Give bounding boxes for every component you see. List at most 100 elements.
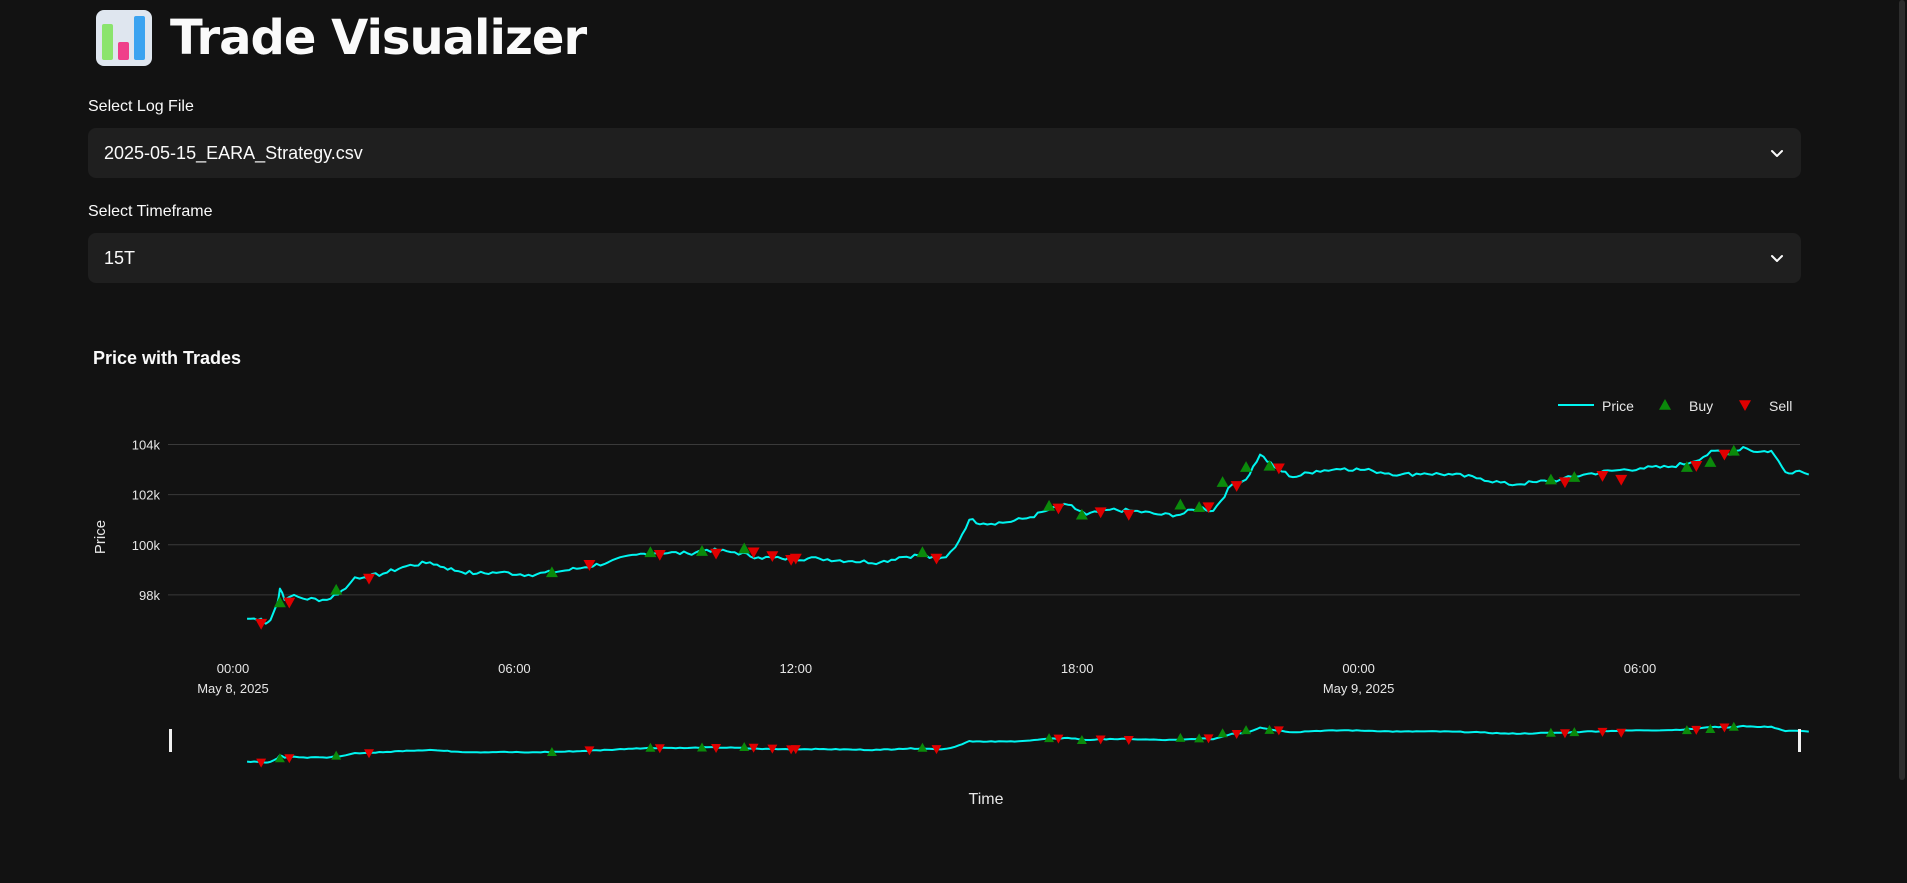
range-buy-marker [1264,724,1275,734]
buy-marker [644,546,657,558]
range-buy-marker [1705,724,1716,734]
range-buy-marker [331,750,342,760]
legend-sell-swatch [1739,400,1751,411]
range-buy-marker [1076,734,1087,744]
range-sell-marker [1095,735,1106,745]
range-buy-marker [1241,725,1252,735]
buy-marker [738,542,751,554]
range-buy-marker [274,753,285,763]
range-buy-marker [1545,727,1556,737]
range-buy-marker [1569,727,1580,737]
range-sell-marker [1273,726,1284,736]
x-tick-label: 06:00 [498,661,531,676]
sell-marker [710,548,723,560]
range-sell-marker [584,746,595,756]
x-axis-label: Time [969,791,1004,808]
range-sell-marker [1719,723,1730,733]
buy-marker [1216,476,1229,487]
range-sell-marker [256,758,267,768]
range-buy-marker [1217,728,1228,738]
x-tick-label: 18:00 [1061,661,1094,676]
sell-marker [1230,481,1243,492]
sell-marker [789,553,802,565]
y-tick-label: 98k [139,588,160,603]
sell-marker [766,551,779,563]
buy-marker [1240,461,1253,472]
buy-marker [1680,461,1693,472]
x-tick-date-label: May 8, 2025 [197,681,269,696]
sell-marker [1718,449,1731,461]
range-buy-marker [1175,732,1186,742]
x-tick-label: 00:00 [217,661,250,676]
range-handle-right[interactable] [1798,729,1801,752]
range-sell-marker [1597,727,1608,737]
x-tick-label: 12:00 [780,661,813,676]
x-tick-date-label: May 9, 2025 [1323,681,1395,696]
sell-marker [1558,477,1571,489]
range-buy-marker [1728,721,1739,731]
range-sell-marker [1123,735,1134,745]
range-handle-left[interactable] [169,729,172,752]
y-tick-label: 100k [132,538,161,553]
range-sell-marker [654,744,665,754]
range-buy-marker [1194,733,1205,743]
buy-marker [916,546,929,558]
range-sell-marker [1053,734,1064,744]
range-sell-marker [748,743,759,753]
range-sell-marker [284,754,295,764]
sell-marker [1094,507,1107,519]
timeframe-value: 15T [104,247,136,268]
app-header: Trade Visualizer [96,10,587,66]
sell-marker [653,549,666,561]
log-file-value: 2025-05-15_EARA_Strategy.csv [104,142,363,163]
page-scrollbar[interactable] [1899,0,1905,780]
buy-marker [1075,508,1088,520]
buy-marker [545,566,558,578]
range-sell-marker [931,745,942,755]
buy-marker [1043,499,1056,511]
range-sell-marker [790,745,801,755]
log-file-select[interactable]: 2025-05-15_EARA_Strategy.csv [88,128,1801,178]
sell-marker [255,618,268,630]
range-sell-marker [1559,729,1570,739]
range-sell-marker [1691,725,1702,735]
range-sell-marker [364,749,375,759]
y-axis-label: Price [92,520,109,554]
range-buy-marker [645,742,656,752]
buy-marker [1568,471,1581,482]
sell-marker [1690,461,1703,472]
buy-marker [1727,444,1740,456]
legend-buy-label: Buy [1689,398,1713,414]
range-buy-marker [1044,733,1055,743]
x-tick-label: 06:00 [1624,661,1657,676]
y-tick-label: 104k [132,438,161,453]
chart-legend: Price Buy Sell [1558,398,1792,414]
sell-marker [930,553,943,565]
chevron-down-icon [1771,150,1783,157]
x-tick-label: 00:00 [1342,661,1375,676]
chart-title: Price with Trades [93,348,242,368]
sell-marker [1272,463,1285,475]
range-sell-marker [711,744,722,754]
range-slider[interactable] [169,721,1809,768]
buy-marker [273,596,286,608]
timeframe-label: Select Timeframe [88,203,213,220]
buy-marker [1544,473,1557,485]
page-title: Trade Visualizer [170,10,587,66]
sell-marker [1615,474,1628,486]
timeframe-select[interactable]: 15T [88,233,1801,283]
legend-buy-swatch [1659,399,1671,410]
log-file-label: Select Log File [88,98,194,115]
chevron-down-icon [1771,255,1783,262]
range-sell-marker [1203,734,1214,744]
range-sell-marker [767,744,778,754]
sell-marker [1202,502,1215,514]
range-buy-marker [697,742,707,752]
legend-price-label: Price [1602,398,1634,414]
buy-marker [1193,501,1206,512]
y-tick-label: 102k [132,488,161,503]
range-buy-marker [1681,725,1692,735]
sell-marker [747,547,760,559]
